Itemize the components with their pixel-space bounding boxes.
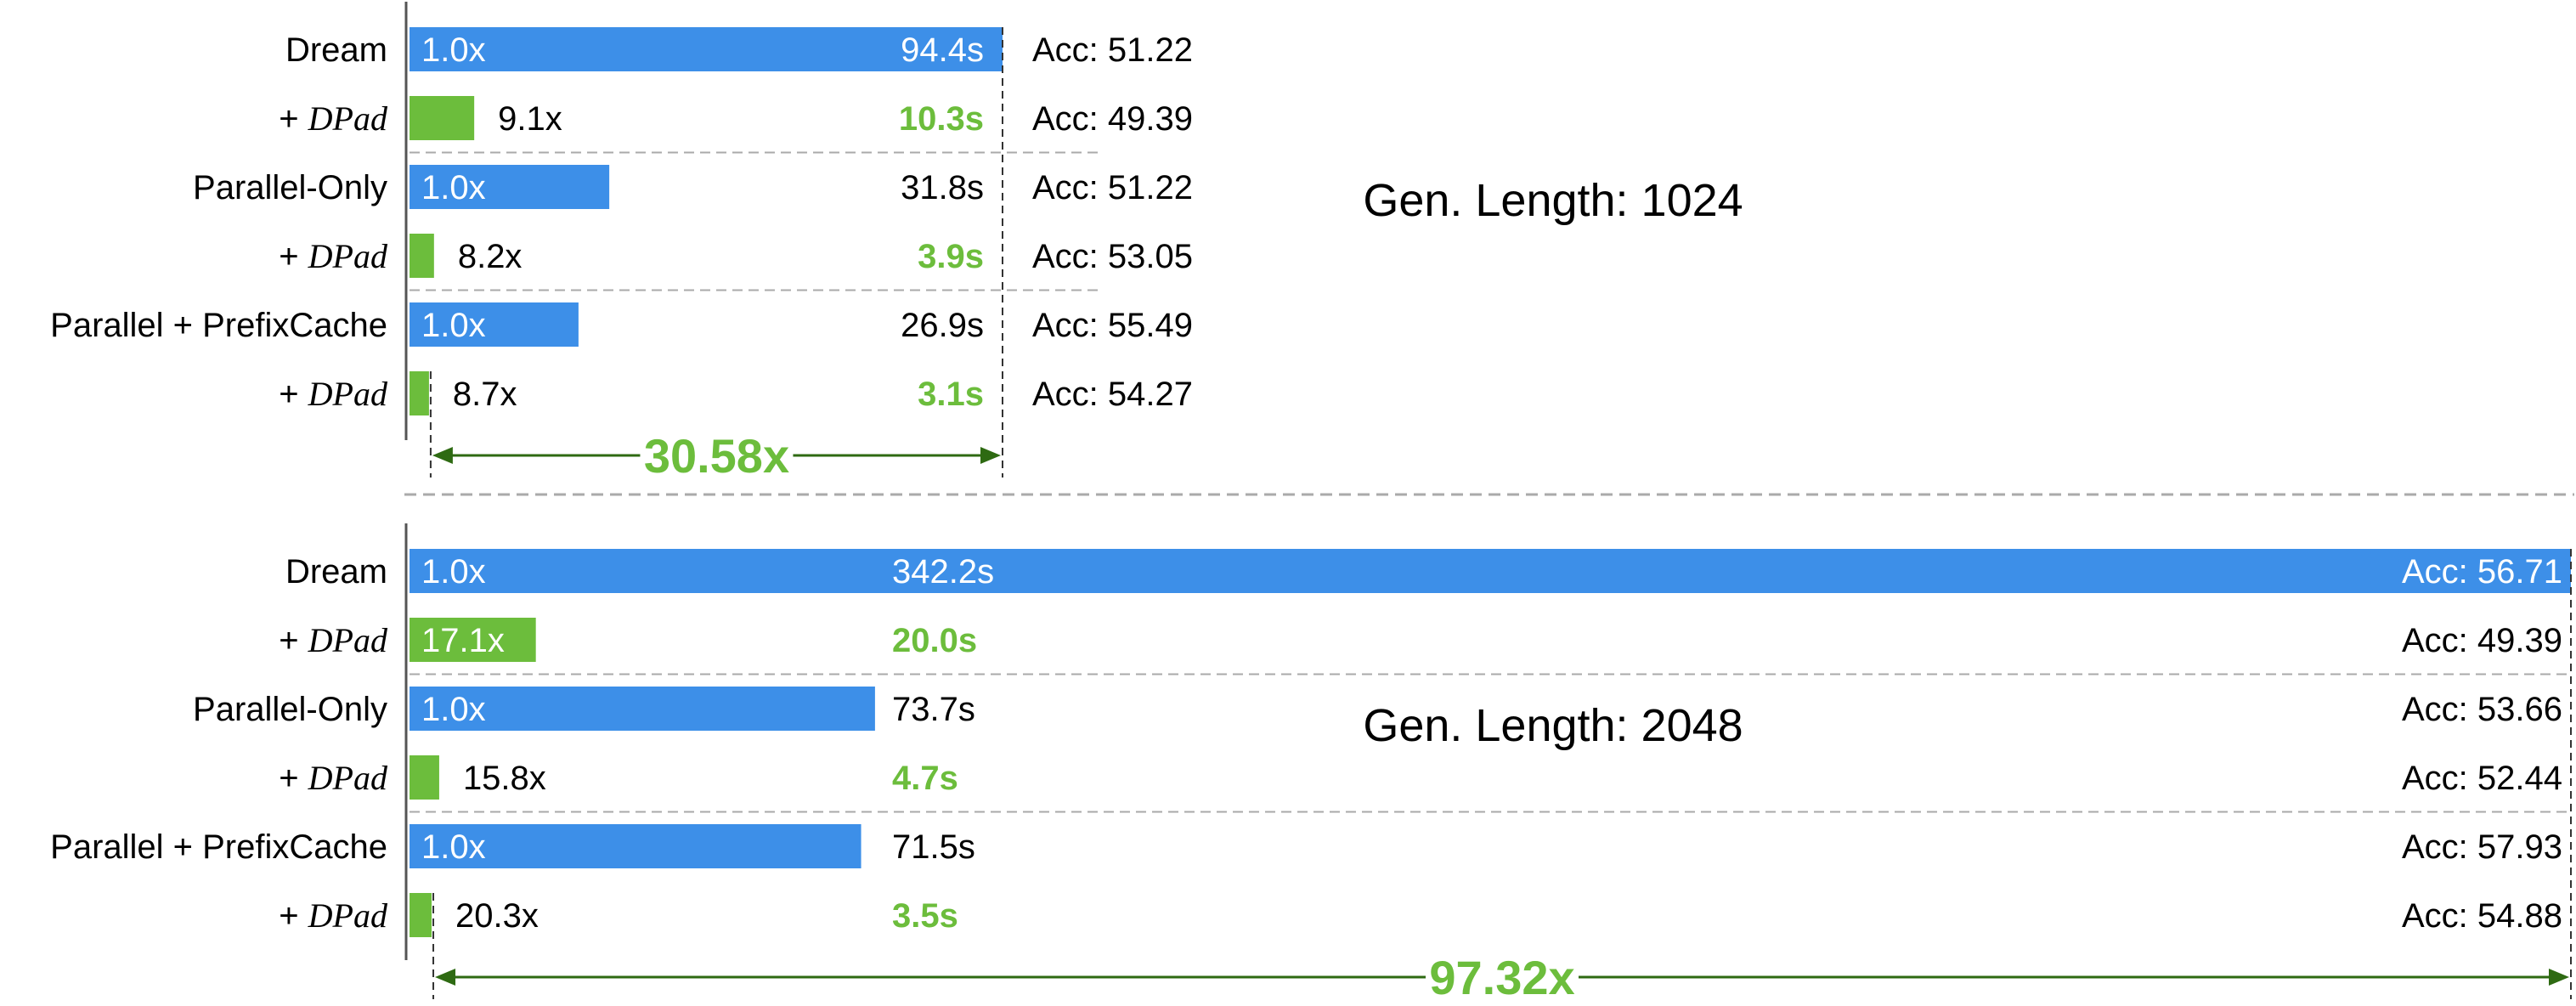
time-label: 3.9s <box>918 238 984 275</box>
speedup-label: 8.2x <box>458 238 523 275</box>
bar <box>410 234 434 278</box>
bar <box>410 371 429 415</box>
bar <box>410 302 579 347</box>
bar <box>410 755 439 800</box>
accuracy-label: Acc: 51.22 <box>1032 31 1193 69</box>
bar <box>410 96 475 140</box>
accuracy-label: Acc: 49.39 <box>2402 622 2562 659</box>
speedup-label: 1.0x <box>421 553 486 591</box>
time-label: 71.5s <box>892 828 975 866</box>
speedup-label: 20.3x <box>455 897 539 935</box>
accuracy-label: Acc: 52.44 <box>2402 760 2562 797</box>
tick-label: + DPad <box>279 621 388 659</box>
speedup-label: 1.0x <box>421 307 486 344</box>
tick-label: Parallel-Only <box>193 169 387 206</box>
total-speedup-label: 97.32x <box>1429 951 1574 1004</box>
bar <box>410 687 875 731</box>
bar <box>410 824 861 868</box>
total-speedup-label: 30.58x <box>644 429 789 483</box>
speedup-label: 1.0x <box>421 691 486 728</box>
accuracy-label: Acc: 49.39 <box>1032 100 1193 138</box>
arrow-head-right <box>980 447 1001 464</box>
time-label: 3.1s <box>918 376 984 413</box>
accuracy-label: Acc: 53.05 <box>1032 238 1193 275</box>
speedup-label: 1.0x <box>421 828 486 866</box>
tick-label: Parallel + PrefixCache <box>50 828 387 866</box>
bar <box>410 549 2571 593</box>
accuracy-label: Acc: 56.71 <box>2402 553 2562 591</box>
speedup-label: 1.0x <box>421 169 486 206</box>
tick-label: Parallel-Only <box>193 691 387 728</box>
speedup-label: 8.7x <box>453 376 517 413</box>
tick-label: + DPad <box>279 375 388 413</box>
time-label: 10.3s <box>899 100 984 138</box>
time-label: 4.7s <box>892 760 958 797</box>
accuracy-label: Acc: 55.49 <box>1032 307 1193 344</box>
arrow-head-left <box>435 969 456 986</box>
panel-gen-length-2048: Gen. Length: 2048 Dream 1.0x 342.2s Acc: 56.… <box>50 523 2572 1004</box>
time-label: 73.7s <box>892 691 975 728</box>
time-label: 20.0s <box>892 622 977 659</box>
arrow-head-right <box>2549 969 2569 986</box>
time-label: 26.9s <box>901 307 984 344</box>
speedup-label: 1.0x <box>421 31 486 69</box>
tick-label: Dream <box>285 553 387 591</box>
panel-title: Gen. Length: 2048 <box>1363 700 1743 751</box>
accuracy-label: Acc: 54.88 <box>2402 897 2562 935</box>
time-label: 342.2s <box>892 553 994 591</box>
panel-gen-length-1024: Gen. Length: 1024 Dream 1.0x 94.4s Acc: 51.2… <box>50 2 1743 483</box>
time-label: 3.5s <box>892 897 958 935</box>
speedup-label: 17.1x <box>421 622 505 659</box>
time-label: 94.4s <box>901 31 984 69</box>
tick-label: Dream <box>285 31 387 69</box>
tick-label: + DPad <box>279 759 388 797</box>
speedup-label: 15.8x <box>463 760 546 797</box>
accuracy-label: Acc: 53.66 <box>2402 691 2562 728</box>
tick-label: + DPad <box>279 237 388 275</box>
bar <box>410 27 1003 71</box>
bar <box>410 165 610 209</box>
accuracy-label: Acc: 57.93 <box>2402 828 2562 866</box>
bar <box>410 618 536 662</box>
accuracy-label: Acc: 51.22 <box>1032 169 1193 206</box>
tick-label: Parallel + PrefixCache <box>50 307 387 344</box>
speedup-label: 9.1x <box>498 100 562 138</box>
panel-title: Gen. Length: 1024 <box>1363 175 1743 226</box>
time-label: 31.8s <box>901 169 984 206</box>
tick-label: + DPad <box>279 896 388 935</box>
accuracy-label: Acc: 54.27 <box>1032 376 1193 413</box>
arrow-head-left <box>432 447 453 464</box>
tick-label: + DPad <box>279 99 388 138</box>
bar <box>410 893 432 937</box>
